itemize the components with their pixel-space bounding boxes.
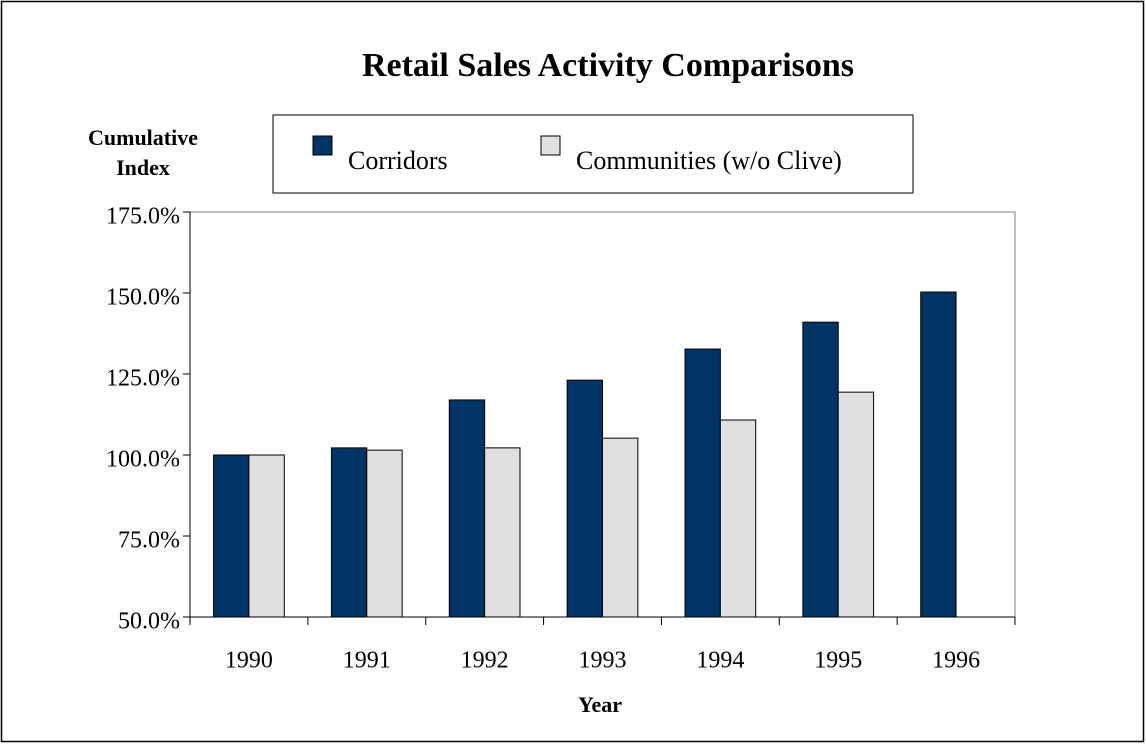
legend-box [272, 114, 914, 194]
x-tick-label: 1993 [579, 648, 627, 674]
bar [920, 291, 957, 618]
bar [248, 454, 285, 618]
bar [684, 348, 721, 618]
y-axis-label: Cumulative [88, 125, 198, 150]
y-axis-label: Index [116, 155, 170, 180]
bar [719, 419, 757, 618]
chart-title: Retail Sales Activity Comparisons [362, 47, 854, 84]
x-tick-label: 1992 [461, 648, 509, 674]
bar [366, 449, 403, 618]
y-tick-label: 150.0% [106, 285, 180, 311]
y-tick-label: 50.0% [118, 609, 180, 635]
bar [566, 379, 604, 618]
x-tick-label: 1990 [225, 648, 273, 674]
y-tick-label: 175.0% [106, 204, 180, 230]
legend-swatch [312, 135, 333, 156]
y-tick-label: 125.0% [106, 366, 180, 392]
legend-label: Corridors [348, 146, 448, 175]
x-tick-label: 1995 [814, 648, 862, 674]
x-tick-label: 1994 [696, 648, 744, 674]
bar [837, 391, 875, 618]
y-tick-label: 100.0% [106, 447, 180, 473]
x-tick-label: 1991 [343, 648, 391, 674]
bar [448, 399, 486, 618]
bar [213, 454, 250, 618]
bar [330, 447, 368, 618]
x-tick-label: 1996 [932, 648, 980, 674]
x-axis-label: Year [578, 692, 622, 717]
bar [602, 437, 639, 618]
legend-swatch [540, 135, 561, 156]
y-tick-label: 75.0% [118, 528, 180, 554]
bar [802, 321, 839, 618]
bar [484, 447, 521, 618]
legend-label: Communities (w/o Clive) [576, 146, 842, 175]
